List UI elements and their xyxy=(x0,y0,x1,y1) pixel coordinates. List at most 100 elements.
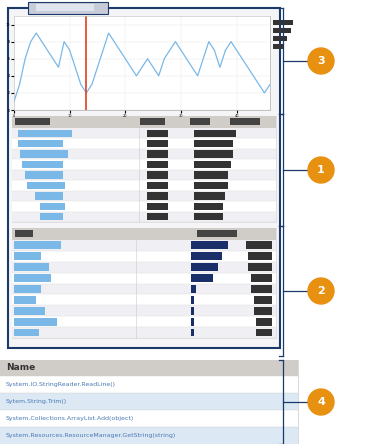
Bar xyxy=(36,4,94,11)
Text: 1: 1 xyxy=(317,165,325,175)
Bar xyxy=(197,230,237,237)
Circle shape xyxy=(308,157,334,183)
Bar xyxy=(12,327,276,338)
Circle shape xyxy=(308,389,334,415)
Bar xyxy=(273,36,287,41)
Bar xyxy=(12,228,276,240)
Text: 3: 3 xyxy=(317,56,325,66)
Bar xyxy=(15,230,33,237)
Bar xyxy=(191,296,194,304)
Bar xyxy=(194,171,228,179)
Bar xyxy=(194,151,233,158)
Bar xyxy=(191,274,213,282)
Bar xyxy=(12,294,276,305)
Bar xyxy=(147,151,168,158)
Bar xyxy=(273,20,293,25)
Bar xyxy=(191,318,194,325)
Bar xyxy=(256,318,272,325)
Bar xyxy=(0,360,298,444)
Text: Name: Name xyxy=(6,364,35,373)
Bar xyxy=(18,130,71,137)
Bar xyxy=(248,263,272,271)
Bar xyxy=(12,211,276,222)
Bar xyxy=(194,192,225,200)
Bar xyxy=(14,307,45,315)
Bar xyxy=(27,182,65,189)
Bar xyxy=(273,44,283,49)
Bar xyxy=(12,284,276,294)
Bar xyxy=(15,118,50,125)
Bar xyxy=(248,252,272,260)
Bar xyxy=(14,329,39,337)
Bar xyxy=(12,273,276,284)
Bar xyxy=(0,360,298,376)
Bar xyxy=(20,151,68,158)
Bar xyxy=(147,192,168,200)
Bar xyxy=(14,296,36,304)
Bar xyxy=(40,202,65,210)
Bar xyxy=(12,149,276,159)
Bar xyxy=(190,118,210,125)
Bar xyxy=(14,242,61,250)
Bar xyxy=(147,161,168,168)
Bar xyxy=(12,190,276,201)
Bar xyxy=(8,8,280,348)
Bar xyxy=(14,252,41,260)
Bar xyxy=(14,318,57,325)
Bar xyxy=(254,307,272,315)
Bar xyxy=(191,329,194,337)
Bar xyxy=(12,262,276,273)
Bar xyxy=(194,130,236,137)
Bar xyxy=(254,296,272,304)
Text: Sytem.String.Trim(): Sytem.String.Trim() xyxy=(6,399,67,404)
Bar xyxy=(12,305,276,316)
Text: System.Collections.ArrayList.Add(object): System.Collections.ArrayList.Add(object) xyxy=(6,416,134,421)
Bar xyxy=(12,159,276,170)
Bar xyxy=(12,170,276,180)
Bar xyxy=(12,180,276,190)
Bar xyxy=(22,161,63,168)
Bar xyxy=(18,140,63,147)
Text: System.Resources.ResourceManager.GetString(string): System.Resources.ResourceManager.GetStri… xyxy=(6,433,176,438)
Bar xyxy=(191,307,194,315)
Bar xyxy=(194,182,228,189)
Text: 4: 4 xyxy=(317,397,325,407)
Bar xyxy=(12,240,276,251)
Bar xyxy=(147,202,168,210)
Bar xyxy=(256,329,272,337)
Bar xyxy=(191,252,222,260)
Circle shape xyxy=(308,278,334,304)
Bar xyxy=(14,263,49,271)
Bar xyxy=(0,410,298,427)
Bar xyxy=(28,2,108,14)
Bar xyxy=(12,116,276,222)
Bar xyxy=(191,285,196,293)
Bar xyxy=(191,263,218,271)
Bar xyxy=(194,161,231,168)
Bar xyxy=(194,202,223,210)
Bar xyxy=(12,316,276,327)
Bar xyxy=(12,139,276,149)
Bar xyxy=(12,116,276,128)
Bar xyxy=(0,376,298,393)
Bar xyxy=(147,140,168,147)
Bar xyxy=(35,192,63,200)
Bar xyxy=(0,427,298,444)
Bar xyxy=(0,393,298,410)
Bar xyxy=(40,213,63,221)
Text: System.IO.StringReader.ReadLine(): System.IO.StringReader.ReadLine() xyxy=(6,382,116,387)
Text: 2: 2 xyxy=(317,286,325,296)
Bar xyxy=(245,242,272,250)
Bar xyxy=(147,171,168,179)
Bar xyxy=(273,28,291,33)
Bar xyxy=(147,130,168,137)
Circle shape xyxy=(308,48,334,74)
Bar xyxy=(194,213,223,221)
Bar xyxy=(140,118,165,125)
Bar xyxy=(12,251,276,262)
Bar xyxy=(194,140,233,147)
Bar xyxy=(12,128,276,139)
Bar xyxy=(25,171,63,179)
Bar xyxy=(147,213,168,221)
Bar xyxy=(14,274,51,282)
